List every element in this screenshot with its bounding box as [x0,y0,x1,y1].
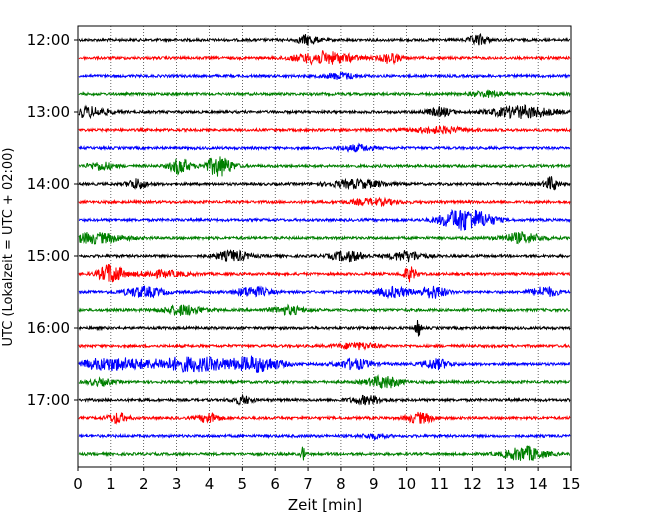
trace-1545 [78,303,571,316]
y-axis-label: UTC (Lokalzeit = UTC + 02:00) [1,148,16,347]
y-tick-label: 12:00 [27,31,70,49]
trace-1530 [78,285,571,300]
trace-1700 [78,393,571,406]
trace-1500 [78,249,571,263]
y-axis: 12:00 13:00 14:00 15:00 16:00 17:00 [27,31,78,409]
trace-1745 [78,445,571,462]
x-tick-label: 2 [139,475,149,493]
y-tick-label: 16:00 [27,319,70,337]
x-tick-label: 8 [336,475,346,493]
trace-1315 [78,124,571,135]
trace-1300 [78,104,571,120]
x-tick-label: 0 [73,475,83,493]
x-tick-label: 1 [106,475,116,493]
trace-1445 [78,231,571,245]
trace-1730 [78,432,571,442]
x-tick-label: 11 [430,475,449,493]
trace-1600 [78,320,571,337]
trace-group [78,33,571,462]
x-axis: 0 1 2 3 4 5 6 7 8 9 10 11 12 13 14 15 [73,467,581,493]
x-tick-label: 14 [529,475,548,493]
trace-1430 [78,209,571,231]
trace-1615 [78,341,571,351]
x-tick-label: 5 [238,475,248,493]
trace-1245 [78,89,571,99]
trace-1215 [78,50,571,66]
trace-1715 [78,411,571,425]
trace-1330 [78,142,571,153]
x-tick-label: 15 [561,475,580,493]
x-tick-label: 7 [303,475,313,493]
x-tick-label: 9 [369,475,379,493]
x-tick-label: 10 [397,475,416,493]
x-tick-label: 12 [463,475,482,493]
x-tick-label: 3 [172,475,182,493]
x-axis-label: Zeit [min] [288,496,362,514]
y-tick-label: 14:00 [27,175,70,193]
plot-frame [77,25,572,468]
x-tick-label: 13 [496,475,515,493]
trace-1400 [78,176,571,191]
x-tick-label: 6 [270,475,280,493]
plot-background [78,26,571,467]
trace-1645 [78,373,571,389]
x-tick-label: 4 [205,475,215,493]
trace-1230 [78,71,571,80]
trace-1345 [78,156,571,177]
trace-1515 [78,264,571,283]
trace-1630 [78,355,571,373]
y-tick-label: 17:00 [27,391,70,409]
y-tick-label: 15:00 [27,247,70,265]
y-tick-label: 13:00 [27,103,70,121]
trace-1415 [78,196,571,208]
trace-1200 [78,33,571,46]
